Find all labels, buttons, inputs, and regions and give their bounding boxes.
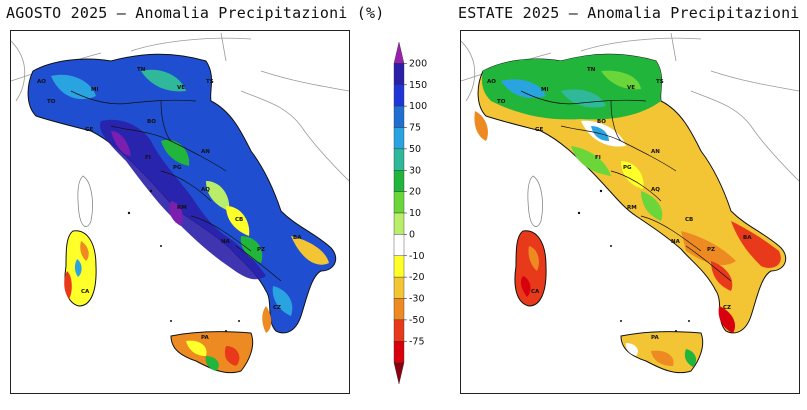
region-label: RM <box>177 205 187 211</box>
colorbar-swatch <box>393 212 405 235</box>
region-label: AN <box>651 149 660 155</box>
region-label: TN <box>137 67 146 73</box>
region-label: RM <box>627 205 637 211</box>
colorbar-swatch <box>393 84 405 107</box>
region-label: GE <box>85 127 94 133</box>
colorbar-swatch <box>393 362 405 385</box>
colorbar-swatch <box>393 319 405 342</box>
region-label: BO <box>147 119 156 125</box>
region-label: AO <box>487 79 496 85</box>
colorbar-tick-label: -10 <box>409 251 425 262</box>
colorbar-tick-label: -30 <box>409 294 425 305</box>
colorbar-swatch <box>393 170 405 192</box>
colorbar-swatch <box>393 63 405 85</box>
colorbar-swatches <box>393 41 405 385</box>
colorbar-tick-label: 20 <box>409 187 421 198</box>
region-label: CZ <box>723 305 731 311</box>
region-label: CA <box>81 289 90 295</box>
region-label: AO <box>37 79 46 85</box>
colorbar-swatch <box>393 41 405 64</box>
region-label: NA <box>671 239 681 245</box>
region-label: VE <box>627 85 635 91</box>
region-label: PG <box>173 165 182 171</box>
colorbar-tick-label: -20 <box>409 272 425 283</box>
region-label: BA <box>293 235 302 241</box>
region-label: CZ <box>273 305 281 311</box>
colorbar-tick-label: 75 <box>409 123 421 134</box>
map-title-estate: ESTATE 2025 – Anomalia Precipitazioni (%… <box>458 4 807 22</box>
region-label: PG <box>623 165 632 171</box>
colorbar-swatch <box>393 298 405 321</box>
colorbar-tick-label: -50 <box>409 315 425 326</box>
region-label: VE <box>177 85 185 91</box>
colorbar-tick-label: -75 <box>409 336 425 347</box>
colorbar-tick-label: 0 <box>409 229 415 240</box>
region-label: TS <box>206 79 214 85</box>
region-label: CB <box>235 217 243 223</box>
colorbar-swatch <box>393 276 405 299</box>
region-label: BA <box>743 235 752 241</box>
map-title-agosto: AGOSTO 2025 – Anomalia Precipitazioni (%… <box>6 4 385 22</box>
region-label: PZ <box>707 247 715 253</box>
colorbar-tick-label: 10 <box>409 208 421 219</box>
region-label: AQ <box>651 187 660 193</box>
region-label: MI <box>91 87 99 93</box>
region-label: FI <box>595 155 601 161</box>
colorbar-tick-label: 50 <box>409 144 421 155</box>
region-label: AQ <box>201 187 210 193</box>
colorbar-swatch <box>393 255 405 278</box>
region-label: TO <box>47 99 56 105</box>
colorbar-swatch <box>393 105 405 128</box>
region-label: MI <box>541 87 549 93</box>
region-label: TO <box>497 99 506 105</box>
map-estate-svg: AO TO MI TN VE TS GE BO FI AN PG AQ RM C… <box>461 32 799 374</box>
colorbar-tick-label: 100 <box>409 101 427 112</box>
region-label: PA <box>201 335 210 341</box>
region-label: PZ <box>257 247 265 253</box>
region-label: TS <box>656 79 664 85</box>
colorbar-swatch <box>393 148 405 171</box>
region-label: CA <box>531 289 540 295</box>
colorbar-swatch <box>393 234 405 256</box>
colorbar-tick-label: 150 <box>409 80 427 91</box>
region-label: NA <box>221 239 231 245</box>
map-agosto: AO TO MI TN VE TS GE BO FI AN PG AQ RM C… <box>10 30 350 394</box>
region-label: TN <box>587 67 596 73</box>
colorbar-tick-label: 200 <box>409 58 427 69</box>
region-label: FI <box>145 155 151 161</box>
region-label: BO <box>597 119 606 125</box>
region-label: CB <box>685 217 693 223</box>
map-estate: AO TO MI TN VE TS GE BO FI AN PG AQ RM C… <box>460 30 800 394</box>
region-label: AN <box>201 149 210 155</box>
colorbar-swatch <box>393 341 405 363</box>
region-label: GE <box>535 127 544 133</box>
colorbar-tick-label: 30 <box>409 165 421 176</box>
map-agosto-svg: AO TO MI TN VE TS GE BO FI AN PG AQ RM C… <box>11 32 349 374</box>
region-label: PA <box>651 335 660 341</box>
colorbar-swatch <box>393 191 405 214</box>
colorbar-swatch <box>393 127 405 150</box>
